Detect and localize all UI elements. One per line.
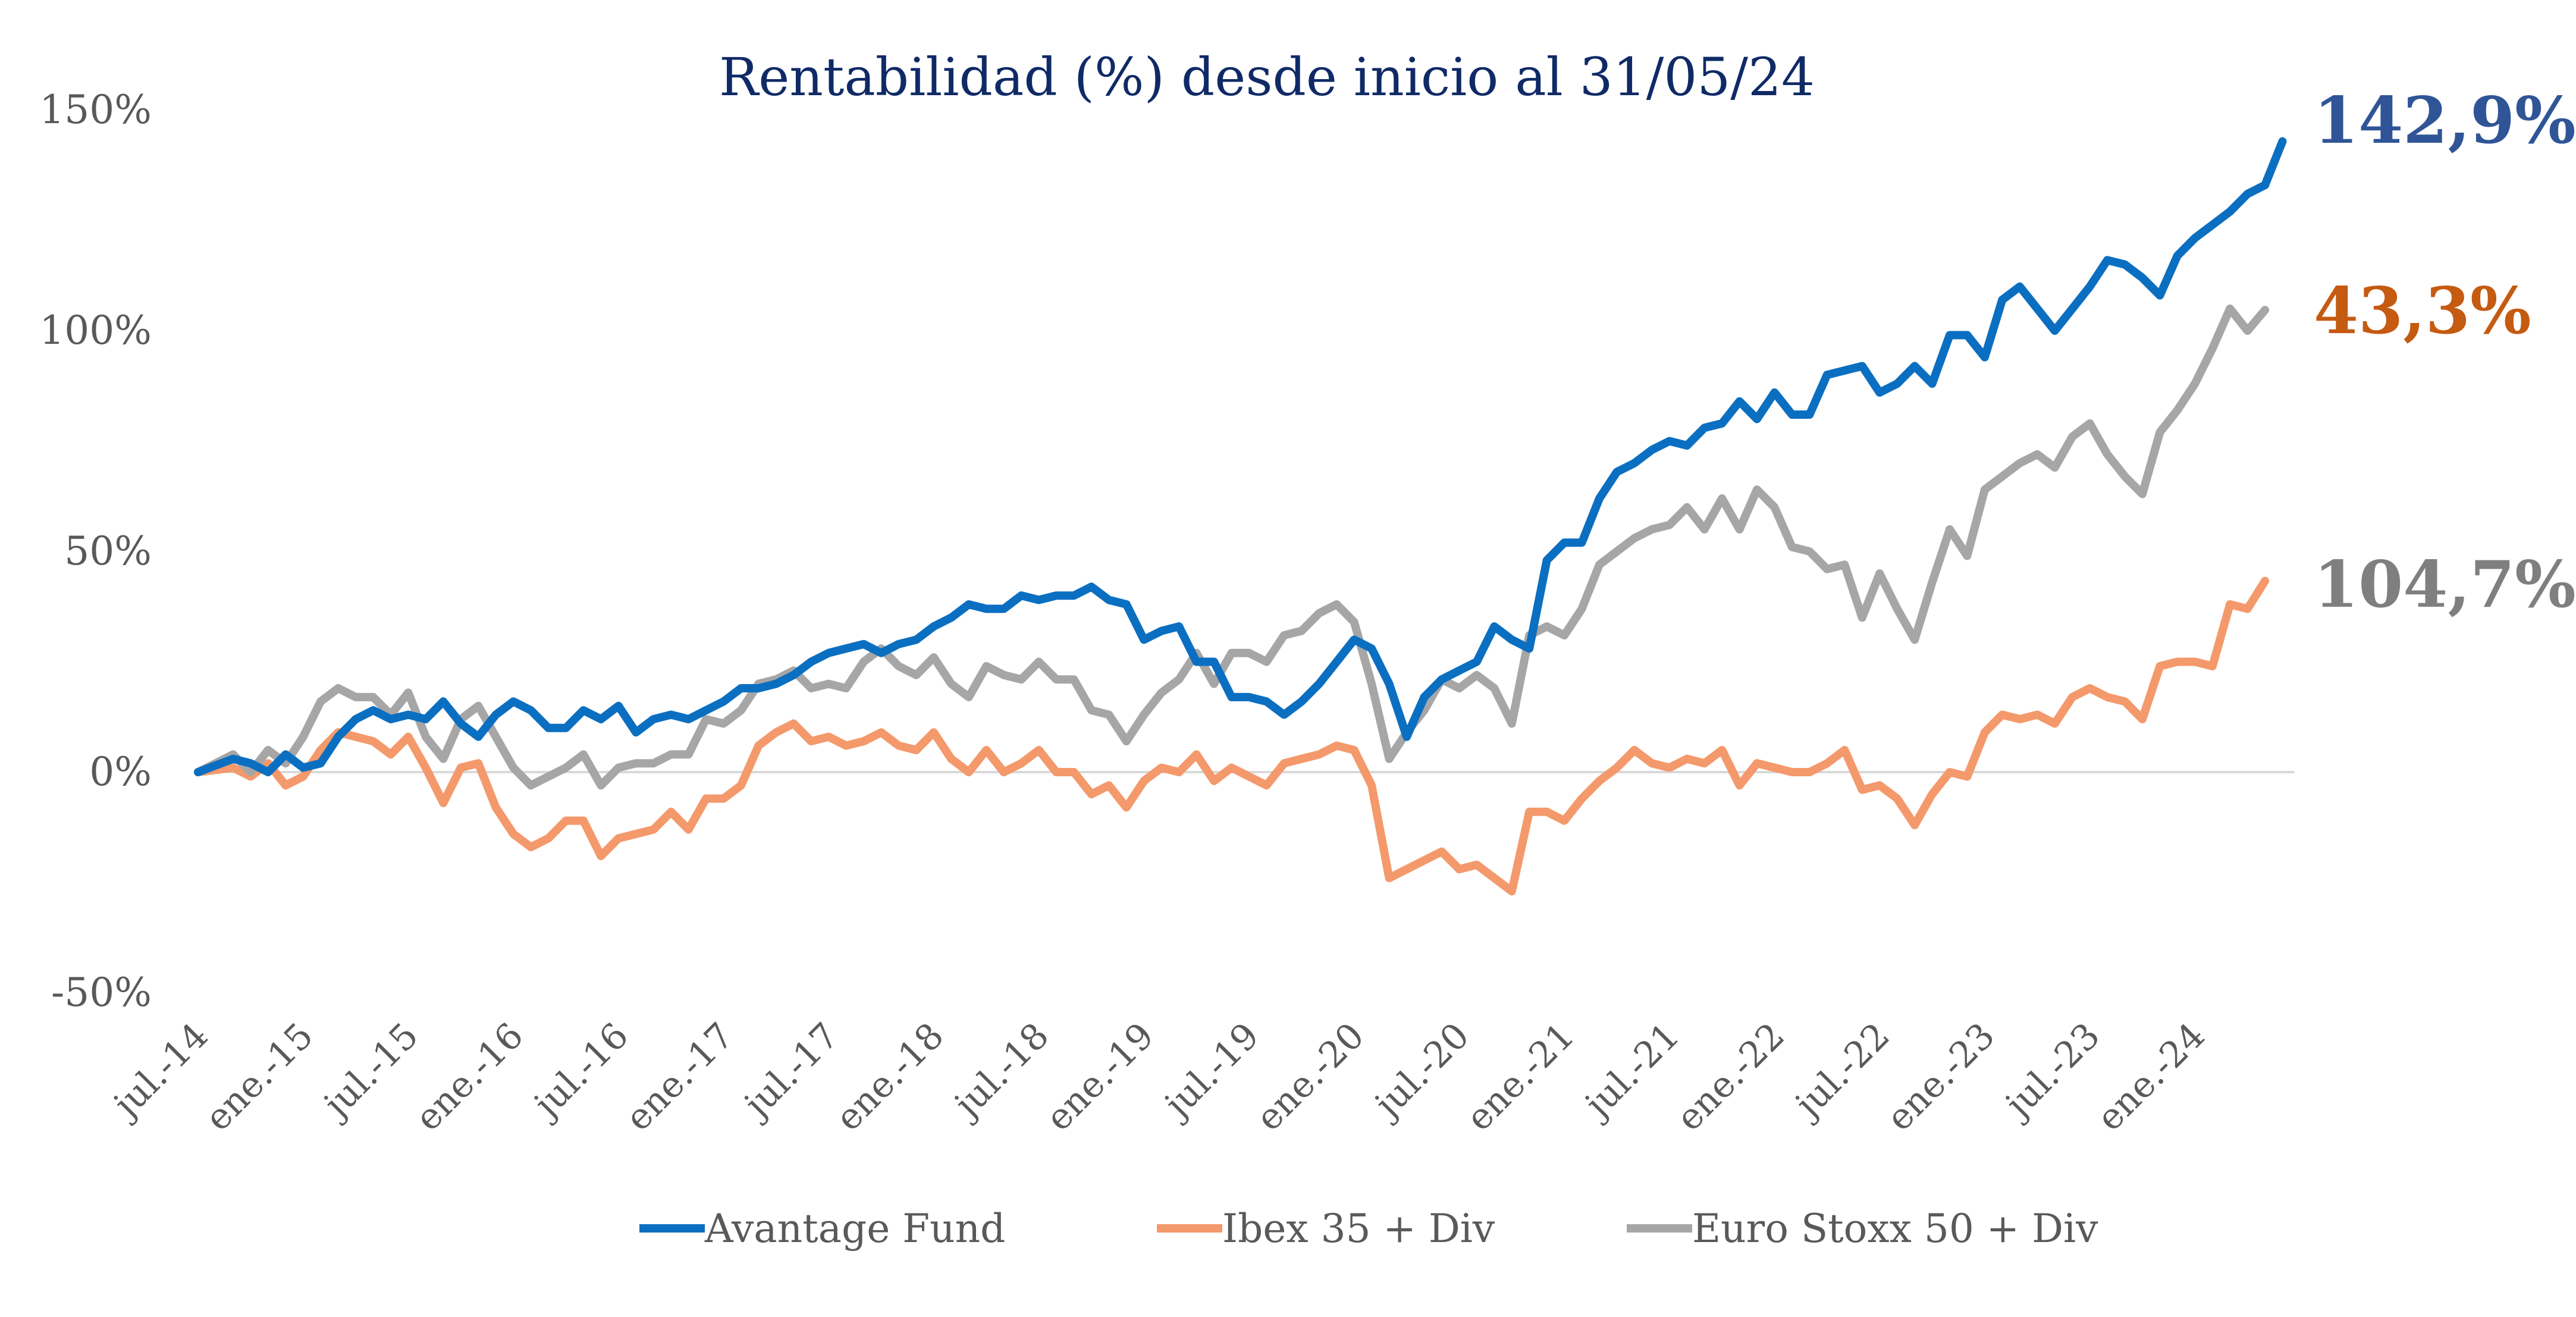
end-value-label: 142,9%: [2314, 83, 2576, 158]
y-tick-label: 100%: [39, 308, 152, 353]
legend: Avantage Fund Ibex 35 + Div Euro Stoxx 50 …: [639, 1206, 2098, 1252]
x-tick-label: ene.-24: [2089, 1015, 2213, 1139]
y-tick-label: 0%: [89, 749, 152, 795]
x-tick-label: ene.-16: [407, 1015, 532, 1139]
end-value-label: 43,3%: [2314, 274, 2531, 349]
x-tick-label: ene.-15: [197, 1015, 321, 1139]
series-lines: [194, 137, 2287, 896]
y-tick-label: 50%: [64, 528, 152, 574]
end-labels: 142,9% 43,3% 104,7%: [2314, 83, 2576, 622]
x-tick-label: ene.-23: [1879, 1015, 2003, 1139]
legend-label: Euro Stoxx 50 + Div: [1692, 1206, 2098, 1252]
series-line-ibex-35-div: [194, 576, 2270, 896]
series-line-avantage-fund: [194, 137, 2287, 776]
chart-title: Rentabilidad (%) desde inicio al 31/05/2…: [719, 46, 1815, 108]
y-tick-label: -50%: [51, 970, 152, 1015]
x-axis-ticks: jul.-14ene.-15jul.-15ene.-16jul.-16ene.-…: [103, 1015, 2213, 1139]
legend-label: Ibex 35 + Div: [1222, 1206, 1495, 1252]
x-tick-label: ene.-18: [828, 1015, 952, 1139]
x-tick-label: ene.-19: [1038, 1015, 1162, 1139]
x-tick-label: ene.-21: [1458, 1015, 1583, 1139]
x-tick-label: ene.-22: [1668, 1015, 1793, 1139]
x-tick-label: ene.-20: [1248, 1015, 1372, 1139]
x-tick-label: ene.-17: [617, 1015, 742, 1139]
y-axis-ticks: -50% 0% 50% 100% 150%: [39, 87, 152, 1015]
series-line-euro-stoxx-50-div: [194, 304, 2270, 790]
legend-label: Avantage Fund: [704, 1206, 1005, 1252]
y-tick-label: 150%: [39, 87, 152, 133]
end-value-label: 104,7%: [2314, 547, 2576, 622]
